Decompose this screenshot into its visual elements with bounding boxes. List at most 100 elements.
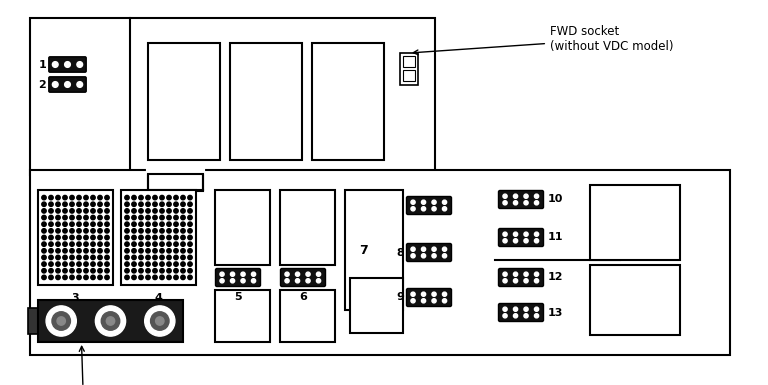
Circle shape xyxy=(63,215,68,220)
Circle shape xyxy=(98,275,102,280)
Circle shape xyxy=(174,249,178,253)
Circle shape xyxy=(124,242,129,246)
Circle shape xyxy=(503,279,507,283)
Circle shape xyxy=(160,255,164,259)
Circle shape xyxy=(442,254,447,258)
Circle shape xyxy=(167,269,171,273)
Circle shape xyxy=(432,200,436,204)
Circle shape xyxy=(188,196,192,200)
Circle shape xyxy=(174,262,178,266)
FancyBboxPatch shape xyxy=(216,268,260,286)
Circle shape xyxy=(160,229,164,233)
Circle shape xyxy=(144,306,175,336)
Circle shape xyxy=(167,196,171,200)
Circle shape xyxy=(41,255,46,259)
Circle shape xyxy=(132,269,136,273)
Circle shape xyxy=(174,196,178,200)
Circle shape xyxy=(70,249,74,253)
Circle shape xyxy=(139,242,143,246)
Circle shape xyxy=(63,262,68,266)
Circle shape xyxy=(49,275,53,280)
Circle shape xyxy=(104,255,109,259)
Circle shape xyxy=(63,235,68,240)
Circle shape xyxy=(132,262,136,266)
Circle shape xyxy=(146,222,151,226)
Circle shape xyxy=(153,269,157,273)
Circle shape xyxy=(160,222,164,226)
Circle shape xyxy=(63,196,68,200)
Circle shape xyxy=(422,299,425,303)
Circle shape xyxy=(70,262,74,266)
Circle shape xyxy=(63,209,68,213)
Circle shape xyxy=(167,222,171,226)
Circle shape xyxy=(104,222,109,226)
Circle shape xyxy=(188,249,192,253)
Circle shape xyxy=(241,272,245,276)
Circle shape xyxy=(57,317,65,325)
Bar xyxy=(215,290,270,342)
Circle shape xyxy=(56,262,60,266)
Circle shape xyxy=(180,249,185,253)
Circle shape xyxy=(139,229,143,233)
Circle shape xyxy=(139,255,143,259)
Circle shape xyxy=(220,279,224,283)
Circle shape xyxy=(70,269,74,273)
Circle shape xyxy=(70,196,74,200)
Circle shape xyxy=(503,239,507,243)
Circle shape xyxy=(188,202,192,206)
Circle shape xyxy=(160,269,164,273)
Circle shape xyxy=(146,209,151,213)
Circle shape xyxy=(104,269,109,273)
Circle shape xyxy=(153,242,157,246)
Circle shape xyxy=(139,202,143,206)
Circle shape xyxy=(124,255,129,259)
Circle shape xyxy=(56,209,60,213)
Circle shape xyxy=(180,202,185,206)
Circle shape xyxy=(174,202,178,206)
Circle shape xyxy=(77,242,81,246)
Circle shape xyxy=(46,306,76,336)
Circle shape xyxy=(139,262,143,266)
Circle shape xyxy=(174,222,178,226)
Circle shape xyxy=(524,232,528,236)
Circle shape xyxy=(146,235,151,240)
Circle shape xyxy=(132,249,136,253)
Circle shape xyxy=(514,232,518,236)
Circle shape xyxy=(422,247,425,251)
Circle shape xyxy=(77,235,81,240)
Circle shape xyxy=(56,235,60,240)
Bar xyxy=(38,190,113,285)
Text: 12: 12 xyxy=(548,273,564,283)
Text: 11: 11 xyxy=(548,233,564,243)
Circle shape xyxy=(139,196,143,200)
Circle shape xyxy=(442,247,447,251)
Bar xyxy=(148,174,203,191)
Circle shape xyxy=(98,215,102,220)
Circle shape xyxy=(132,215,136,220)
Circle shape xyxy=(174,242,178,246)
Circle shape xyxy=(77,262,81,266)
Circle shape xyxy=(70,215,74,220)
Circle shape xyxy=(84,255,88,259)
Circle shape xyxy=(514,272,518,276)
Circle shape xyxy=(49,235,53,240)
Circle shape xyxy=(160,249,164,253)
Circle shape xyxy=(91,249,95,253)
Text: 5: 5 xyxy=(234,292,242,302)
Circle shape xyxy=(56,229,60,233)
Circle shape xyxy=(422,207,425,211)
Circle shape xyxy=(91,209,95,213)
Circle shape xyxy=(139,215,143,220)
Circle shape xyxy=(180,275,185,280)
Circle shape xyxy=(41,196,46,200)
Circle shape xyxy=(153,209,157,213)
Text: 1: 1 xyxy=(38,60,46,70)
Bar xyxy=(345,190,403,310)
Circle shape xyxy=(91,222,95,226)
FancyBboxPatch shape xyxy=(280,268,326,286)
Circle shape xyxy=(153,222,157,226)
Circle shape xyxy=(285,279,289,283)
Circle shape xyxy=(411,200,415,204)
Circle shape xyxy=(84,262,88,266)
Circle shape xyxy=(70,242,74,246)
